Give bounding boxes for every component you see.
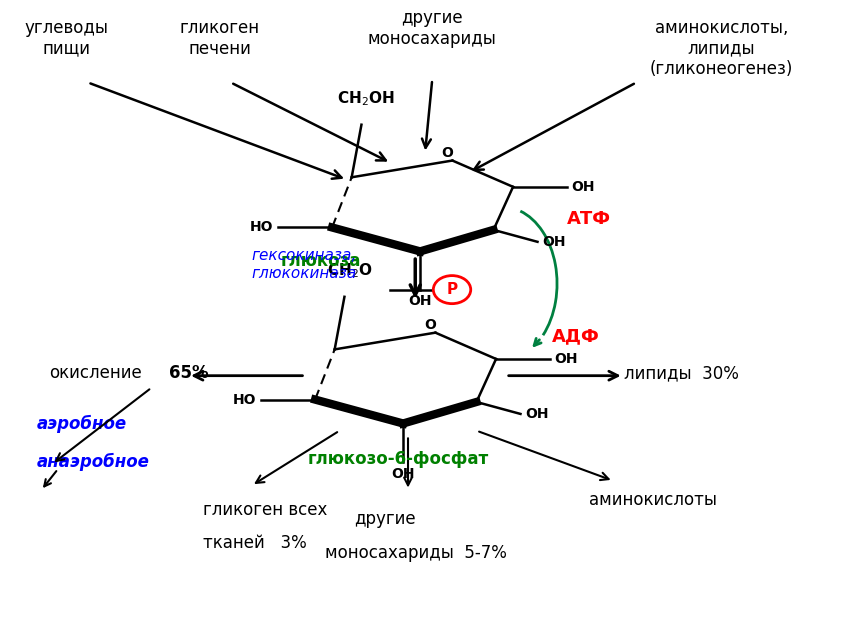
Text: OH: OH <box>391 467 415 480</box>
Text: аминокислоты: аминокислоты <box>589 491 717 509</box>
Text: OH: OH <box>526 407 549 421</box>
Text: гликоген
печени: гликоген печени <box>180 19 259 57</box>
Text: окисление: окисление <box>50 365 142 383</box>
Text: O: O <box>442 147 454 160</box>
Text: OH: OH <box>543 235 566 249</box>
Text: OH: OH <box>408 294 432 309</box>
Text: HO: HO <box>233 393 257 406</box>
Text: O: O <box>425 318 437 332</box>
Text: моносахариды  5-7%: моносахариды 5-7% <box>325 543 507 561</box>
Circle shape <box>433 276 471 303</box>
Text: гликоген всех: гликоген всех <box>203 500 327 518</box>
Text: OH: OH <box>555 352 578 366</box>
Text: АТФ: АТФ <box>567 210 611 228</box>
Text: углеводы
пищи: углеводы пищи <box>25 19 109 57</box>
Text: P: P <box>447 282 458 297</box>
Text: другие: другие <box>354 510 416 528</box>
Text: HO: HO <box>250 221 273 235</box>
Text: глюкозо-6-фосфат: глюкозо-6-фосфат <box>307 450 489 468</box>
Text: другие
моносахариды: другие моносахариды <box>368 9 496 48</box>
Text: тканей   3%: тканей 3% <box>203 534 306 552</box>
Text: 65%: 65% <box>169 365 208 383</box>
Text: глюкоза: глюкоза <box>281 252 361 270</box>
Text: анаэробное: анаэробное <box>37 453 150 471</box>
Text: аэробное: аэробное <box>37 414 127 433</box>
Text: липиды  30%: липиды 30% <box>624 365 739 383</box>
Text: CH$_2$O: CH$_2$O <box>326 261 372 280</box>
Text: АДФ: АДФ <box>552 327 600 345</box>
Text: CH$_2$OH: CH$_2$OH <box>337 89 395 108</box>
Text: аминокислоты,
липиды
(гликонеогенез): аминокислоты, липиды (гликонеогенез) <box>650 19 794 78</box>
Text: гексокиназа,
глюкокиназа: гексокиназа, глюкокиназа <box>252 248 357 281</box>
Text: OH: OH <box>572 180 595 194</box>
